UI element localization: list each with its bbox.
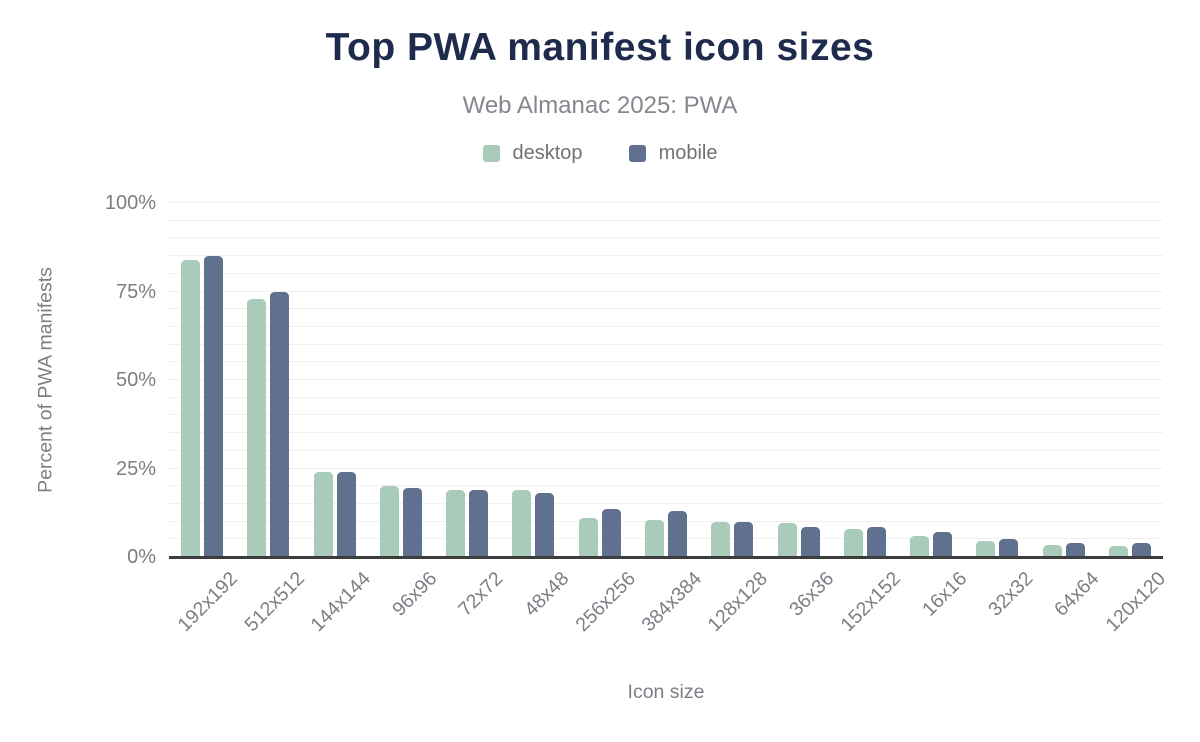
bar-desktop-256x256[interactable] [578,518,598,557]
bar-mobile-120x120[interactable] [1131,542,1151,557]
bar-mobile-48x48[interactable] [535,493,555,557]
bar-mobile-16x16[interactable] [933,532,953,557]
gridline-30 [169,449,1163,451]
bar-groups: 192x192 512x512 144x144 96x96 72x72 48x48 256x… [169,203,1170,636]
bar-group-36x36: 36x36 [765,203,839,621]
gridline-100 [169,202,1163,203]
bar-desktop-144x144[interactable] [313,472,333,557]
bar-mobile-72x72[interactable] [469,489,489,557]
gridline-45 [169,396,1163,398]
gridline-95 [169,219,1163,221]
x-tick-label-512x512: 512x512 [240,567,309,637]
gridline-80 [169,272,1163,274]
bar-desktop-64x64[interactable] [1042,544,1062,557]
bar-desktop-192x192[interactable] [181,259,201,557]
bar-desktop-36x36[interactable] [777,523,797,557]
bar-desktop-384x384[interactable] [644,519,664,557]
legend-item-desktop: desktop [482,142,583,165]
bar-group-64x64: 64x64 [1030,203,1104,621]
gridline-65 [169,325,1163,327]
bar-mobile-192x192[interactable] [204,256,224,557]
gridline-15 [169,502,1163,504]
x-tick-label-144x144: 144x144 [306,567,375,637]
bar-mobile-96x96[interactable] [402,487,422,557]
x-tick-label-36x36: 36x36 [785,567,839,621]
bar-desktop-128x128[interactable] [711,521,731,557]
gridline-90 [169,237,1163,239]
bar-mobile-128x128[interactable] [734,521,754,557]
gridline-50 [169,379,1163,380]
gridline-75 [169,290,1163,292]
x-axis-title: Icon size [627,681,705,703]
bar-group-192x192: 192x192 [169,203,242,636]
x-tick-label-16x16: 16x16 [918,567,972,621]
bar-mobile-64x64[interactable] [1065,542,1085,557]
x-tick-label-384x384: 384x384 [637,567,707,637]
mobile-swatch-icon [628,145,646,162]
gridline-60 [169,343,1163,345]
gridline-70 [169,308,1163,310]
x-tick-label-120x120: 120x120 [1101,567,1171,637]
bar-group-120x120: 120x120 [1097,203,1170,636]
plot-area: 0% 25% 50% 75% 100% 192x192 512x512 144x144 96x… [105,193,1170,636]
bar-group-48x48: 48x48 [500,203,574,621]
bar-group-144x144: 144x144 [302,203,375,636]
legend-item-mobile: mobile [628,142,718,165]
desktop-swatch-icon [482,145,500,162]
y-tick-label-25: 25% [115,457,156,480]
gridline-5 [169,538,1163,540]
y-tick-label-75: 75% [115,280,156,303]
bar-group-16x16: 16x16 [898,203,971,621]
bar-desktop-152x152[interactable] [843,528,863,557]
bar-mobile-384x384[interactable] [667,510,687,557]
bar-group-72x72: 72x72 [434,203,507,621]
bar-desktop-96x96[interactable] [379,486,399,557]
bar-mobile-144x144[interactable] [336,472,356,557]
gridline-10 [169,520,1163,522]
x-axis-line [169,556,1163,559]
gridline-55 [169,361,1163,363]
bar-group-256x256: 256x256 [567,203,640,636]
bar-mobile-32x32[interactable] [999,539,1019,557]
chart-subtitle: Web Almanac 2025: PWA [462,92,738,119]
bar-desktop-16x16[interactable] [910,535,930,557]
gridline-20 [169,485,1163,487]
y-axis-title: Percent of PWA manifests [34,267,57,493]
x-tick-label-96x96: 96x96 [387,567,442,621]
x-tick-label-152x152: 152x152 [836,567,905,637]
bar-desktop-32x32[interactable] [976,541,996,557]
bar-mobile-36x36[interactable] [800,526,820,557]
gridline-40 [169,414,1163,416]
gridline-35 [169,432,1163,434]
bar-group-152x152: 152x152 [832,203,905,636]
gridline-25 [169,467,1163,469]
legend-label-mobile: mobile [658,142,718,164]
chart-title: Top PWA manifest icon sizes [325,26,875,69]
x-tick-label-32x32: 32x32 [984,567,1038,621]
bar-group-128x128: 128x128 [699,203,772,636]
bar-desktop-48x48[interactable] [512,489,532,557]
bar-desktop-72x72[interactable] [446,489,466,557]
x-tick-label-128x128: 128x128 [703,567,773,637]
bar-desktop-512x512[interactable] [247,298,267,557]
gridline-85 [169,255,1163,257]
x-tick-label-72x72: 72x72 [454,567,508,621]
bar-group-512x512: 512x512 [235,203,309,636]
bar-group-96x96: 96x96 [368,203,441,621]
x-tick-label-64x64: 64x64 [1050,567,1104,621]
bar-group-384x384: 384x384 [633,203,706,636]
bar-mobile-152x152[interactable] [866,526,886,557]
y-tick-label-100: 100% [104,192,156,214]
legend-label-desktop: desktop [512,142,583,164]
x-tick-label-256x256: 256x256 [571,567,640,637]
bar-mobile-256x256[interactable] [601,509,621,557]
y-tick-label-50: 50% [115,369,156,391]
y-tick-label-0: 0% [127,546,156,568]
bar-desktop-120x120[interactable] [1108,546,1128,557]
bar-mobile-512x512[interactable] [270,291,290,557]
bar-group-32x32: 32x32 [964,203,1037,621]
x-tick-label-192x192: 192x192 [173,567,243,637]
x-tick-label-48x48: 48x48 [520,567,574,621]
chart-legend: desktop mobile [0,142,1200,165]
